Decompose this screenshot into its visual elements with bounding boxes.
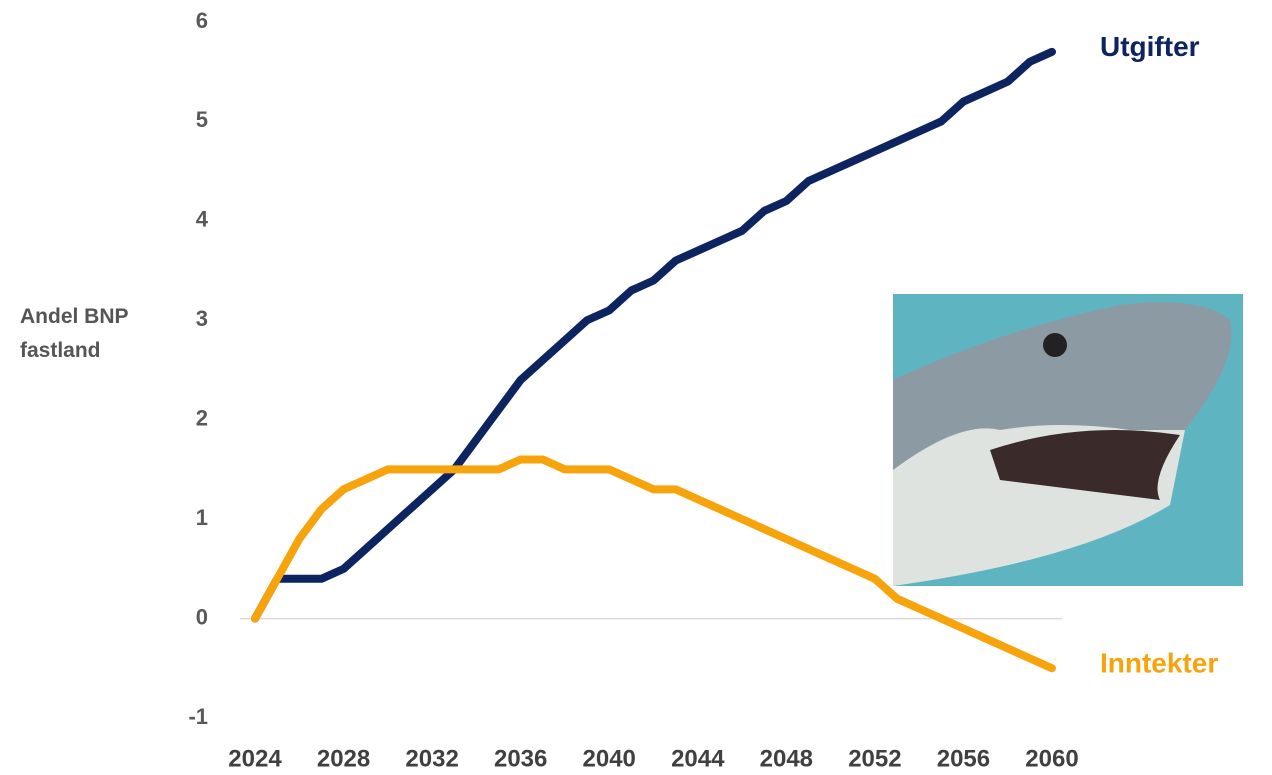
x-tick-label: 2040	[583, 745, 636, 772]
x-tick-label: 2056	[937, 745, 990, 772]
series-line	[251, 47, 1056, 623]
y-tick-label: 3	[196, 306, 208, 331]
x-tick-label: 2048	[760, 745, 813, 772]
shark-mouth	[990, 430, 1180, 500]
series-line	[251, 455, 1056, 673]
y-tick-label: 6	[196, 8, 208, 33]
x-tick-label: 2028	[317, 745, 370, 772]
y-tick-label: 4	[196, 207, 209, 232]
shark-photo	[893, 294, 1243, 586]
y-tick-label: 5	[196, 107, 208, 132]
x-tick-label: 2036	[494, 745, 547, 772]
series-label: Utgifter	[1100, 31, 1200, 62]
y-tick-label: 0	[196, 604, 208, 629]
x-tick-label: 2052	[848, 745, 901, 772]
y-tick-label: -1	[188, 704, 208, 729]
x-tick-label: 2060	[1025, 745, 1078, 772]
x-tick-label: 2044	[671, 745, 725, 772]
x-tick-label: 2032	[405, 745, 458, 772]
series-label: Inntekter	[1100, 648, 1218, 679]
shark-eye	[1043, 333, 1067, 357]
y-tick-label: 1	[196, 505, 208, 530]
y-axis-label: Andel BNP fastland	[20, 305, 129, 362]
x-tick-label: 2024	[228, 745, 282, 772]
y-tick-label: 2	[196, 406, 208, 431]
